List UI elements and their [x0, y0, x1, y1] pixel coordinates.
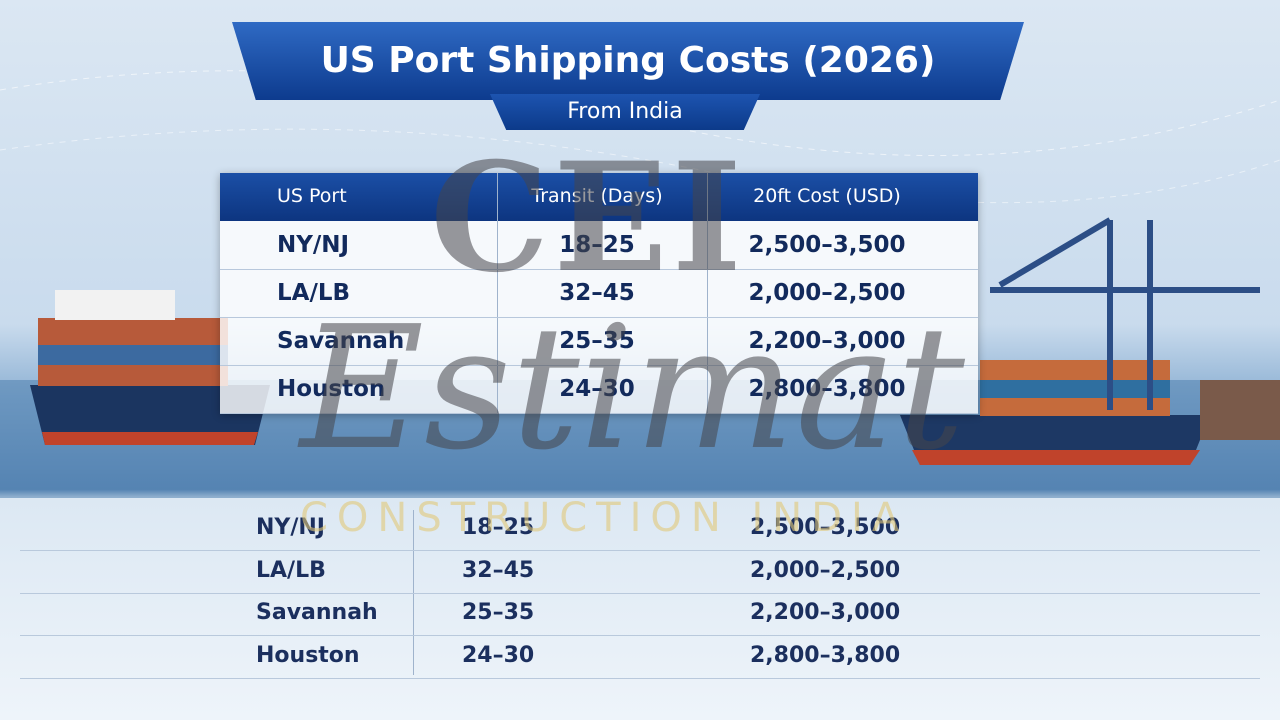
- cell: 2,800–3,800: [750, 642, 901, 668]
- cell: NY/NJ: [277, 232, 350, 258]
- table-row: LA/LB 32–45 2,000–2,500: [220, 269, 978, 318]
- cell: 2,200–3,000: [750, 600, 901, 625]
- cell: 2,500–3,500: [750, 515, 901, 540]
- column-divider: [497, 173, 498, 413]
- cell: 2,000–2,500: [748, 280, 906, 306]
- title: US Port Shipping Costs (2026): [232, 22, 1024, 100]
- cell: LA/LB: [256, 557, 326, 583]
- column-header: US Port: [277, 185, 347, 207]
- cell: 2,200–3,000: [748, 328, 906, 354]
- row-divider: [20, 592, 1260, 594]
- watermark-tagline: CONSTRUCTION INDIA: [300, 495, 909, 541]
- table-row: NY/NJ 18–25 2,500–3,500: [220, 221, 978, 270]
- cell: 32–45: [559, 280, 635, 306]
- column-header: 20ft Cost (USD): [753, 185, 901, 207]
- cell: Houston: [256, 642, 360, 668]
- watermark-brand: Estimat: [300, 290, 965, 488]
- lower-table: NY/NJ 18–25 2,500–3,500 LA/LB 32–45 2,000–2,5…: [0, 500, 1280, 700]
- cell: 24–30: [462, 642, 535, 668]
- table-row: Savannah 25–35 2,200–3,000: [220, 317, 978, 366]
- cell: 18–25: [462, 515, 535, 540]
- cell: 18–25: [559, 232, 635, 258]
- column-divider: [707, 173, 708, 413]
- cell: 2,800–3,800: [748, 376, 906, 402]
- cell: Savannah: [277, 328, 405, 354]
- cell: 25–35: [559, 328, 635, 354]
- cell: Savannah: [256, 600, 378, 625]
- row-divider: [20, 550, 1260, 551]
- cell: 24–30: [559, 376, 635, 402]
- cell: 25–35: [462, 600, 535, 625]
- cell: LA/LB: [277, 280, 351, 306]
- cell: 32–45: [462, 557, 535, 583]
- cell: 2,500–3,500: [748, 232, 906, 258]
- cell: NY/NJ: [256, 515, 325, 540]
- cell: Houston: [277, 376, 386, 402]
- column-header: Transit (Days): [531, 185, 663, 207]
- row-divider: [20, 677, 1260, 679]
- table-row: Houston 24–30 2,800–3,800: [220, 365, 978, 414]
- watermark-logo: CEI: [430, 130, 746, 306]
- subtitle: From India: [490, 94, 760, 130]
- row-divider: [20, 635, 1260, 636]
- cell: 2,000–2,500: [750, 557, 901, 583]
- table: US Port Transit (Days) 20ft Cost (USD) N…: [220, 173, 978, 414]
- table-header: US Port Transit (Days) 20ft Cost (USD): [220, 173, 978, 221]
